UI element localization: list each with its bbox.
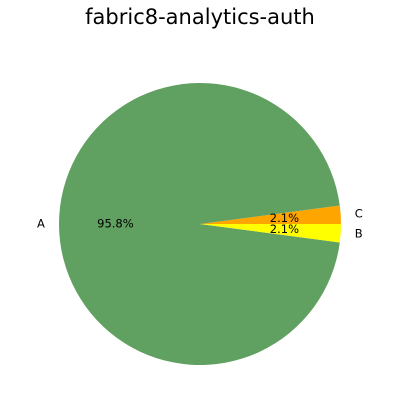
pie-slice-a xyxy=(58,82,340,365)
chart-title: fabric8-analytics-auth xyxy=(85,5,315,29)
pct-label-a: 95.8% xyxy=(97,217,134,231)
pct-label-b: 2.1% xyxy=(270,222,299,236)
slice-label-c: C xyxy=(355,206,363,220)
pie-slice-c xyxy=(200,205,341,224)
pct-label-c: 2.1% xyxy=(270,211,299,225)
slice-label-a: A xyxy=(37,217,45,231)
pie-slices xyxy=(58,82,341,365)
pie-labels: C 2.1% A 95.8% B 2.1% xyxy=(37,206,363,240)
slice-label-b: B xyxy=(355,227,363,241)
pie-slice-b xyxy=(200,224,341,243)
